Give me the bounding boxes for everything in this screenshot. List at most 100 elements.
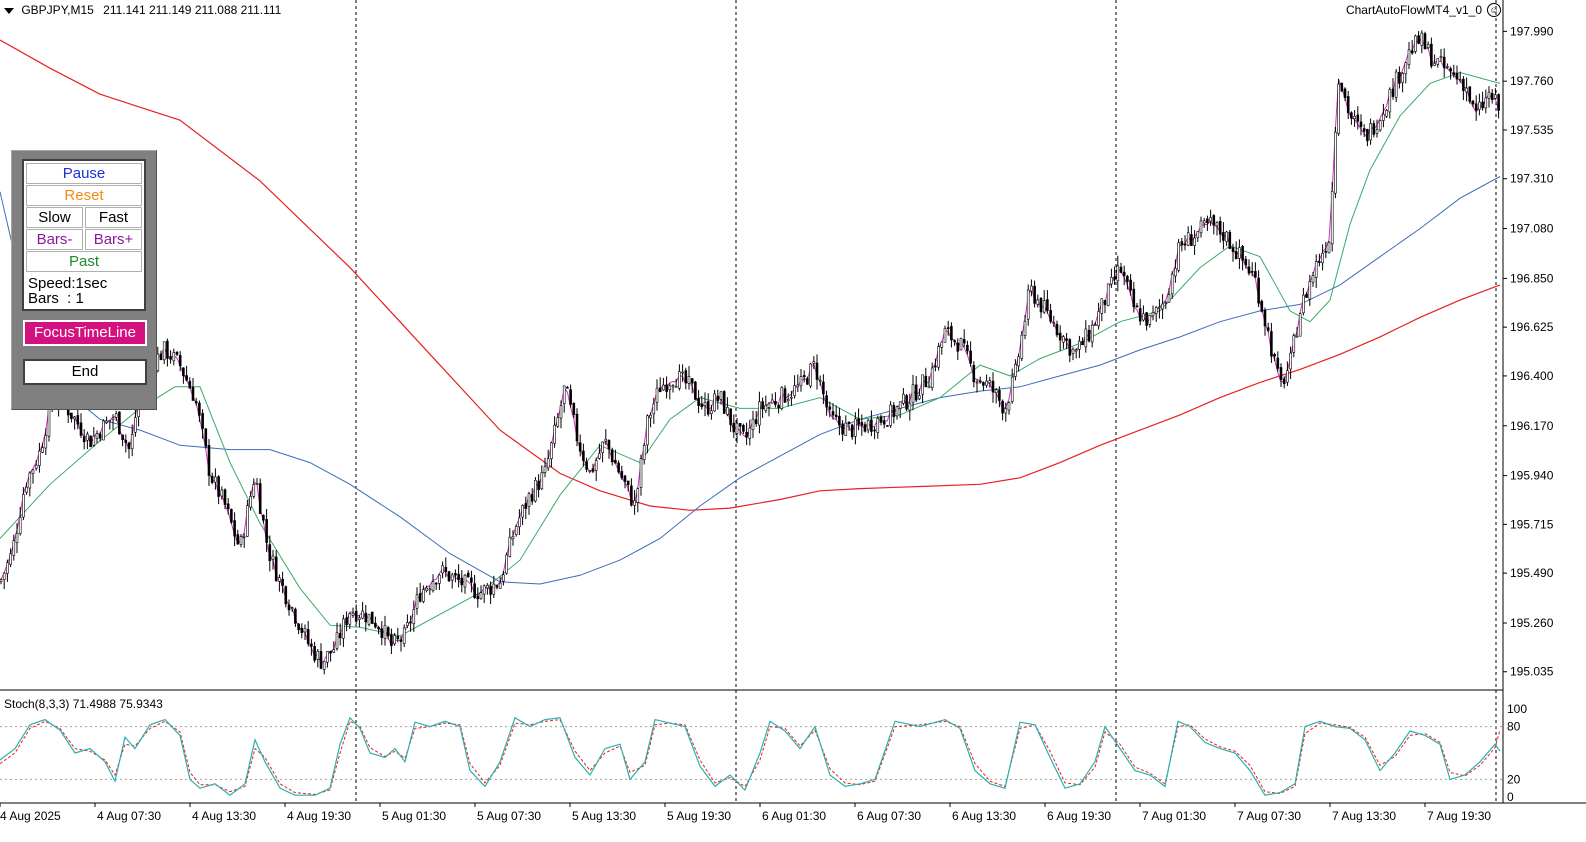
candle-body <box>866 419 870 431</box>
candle-body <box>1404 62 1408 75</box>
candle-body <box>1340 82 1344 92</box>
candle-body <box>470 577 473 583</box>
candle-body <box>1183 243 1187 246</box>
candle-body <box>1055 323 1059 336</box>
candle <box>703 392 707 417</box>
past-button[interactable]: Past <box>26 251 142 272</box>
candle <box>1458 71 1462 83</box>
candle-body <box>799 376 803 387</box>
candle-body <box>41 447 44 453</box>
bars-minus-button[interactable]: Bars- <box>26 229 83 250</box>
candle-body <box>511 536 515 540</box>
candle <box>665 376 668 399</box>
candle <box>1263 307 1267 336</box>
time-tick-label: 7 Aug 01:30 <box>1142 809 1206 823</box>
candle <box>364 605 368 632</box>
candle <box>1081 337 1084 346</box>
candle <box>1295 327 1299 338</box>
candle <box>537 474 540 498</box>
focus-time-line-button[interactable]: FocusTimeLine <box>23 320 147 346</box>
candle-body <box>678 371 681 389</box>
candle-body <box>1215 222 1219 227</box>
candle <box>393 633 396 646</box>
candle-body <box>550 442 553 459</box>
candle-body <box>201 413 204 429</box>
candle <box>1366 128 1369 147</box>
candle-body <box>962 338 966 344</box>
candle-body <box>1116 265 1120 282</box>
candle-body <box>1478 101 1481 110</box>
candle <box>470 570 473 593</box>
candle-body <box>588 470 592 472</box>
candle-body <box>575 413 579 442</box>
pause-button[interactable]: Pause <box>26 163 142 184</box>
candle <box>1439 49 1443 62</box>
candle-body <box>9 553 12 565</box>
end-button[interactable]: End <box>23 359 147 385</box>
bars-info: Bars : 1 <box>28 290 84 307</box>
grid-lines <box>0 0 1503 803</box>
candle-body <box>489 585 492 595</box>
candle-body <box>694 381 697 400</box>
candle-body <box>460 577 464 586</box>
candle <box>274 550 278 582</box>
price-tick-label: 197.990 <box>1510 24 1554 38</box>
candle-body <box>844 422 848 437</box>
candle <box>1084 320 1088 353</box>
candle-body <box>806 378 809 385</box>
candle-body <box>34 464 38 469</box>
candle-body <box>1180 241 1184 246</box>
candle-body <box>722 391 726 414</box>
dropdown-triangle-icon[interactable] <box>4 7 14 14</box>
candle-body <box>633 500 636 506</box>
candle-body <box>1302 294 1305 314</box>
candle-body <box>1225 231 1228 242</box>
candle <box>742 423 745 434</box>
candle <box>911 374 915 411</box>
bars-plus-button[interactable]: Bars+ <box>85 229 142 250</box>
candle-body <box>124 439 128 443</box>
price-tick-label: 195.715 <box>1510 517 1554 531</box>
candle-body <box>76 415 80 425</box>
control-button-group: Pause Reset Slow Fast Bars- Bars+ Past S… <box>22 159 146 311</box>
price-tick-label: 197.080 <box>1510 222 1554 236</box>
ea-smiley-icon[interactable]: ☺ <box>1487 3 1501 17</box>
candle-body <box>6 562 9 574</box>
candle <box>431 574 435 593</box>
candle-body <box>601 441 604 453</box>
candle <box>962 329 966 348</box>
candle <box>1234 241 1238 260</box>
candle <box>1417 31 1420 45</box>
candle-body <box>22 494 25 518</box>
price-tick-label: 197.535 <box>1510 123 1554 137</box>
slow-button[interactable]: Slow <box>26 207 83 228</box>
candle <box>76 409 80 430</box>
candle-body <box>25 486 28 493</box>
fast-button[interactable]: Fast <box>85 207 142 228</box>
reset-button[interactable]: Reset <box>26 185 142 206</box>
candle <box>1369 118 1372 145</box>
candle <box>521 504 524 525</box>
candle <box>1030 279 1033 297</box>
candle-body <box>908 403 912 411</box>
candle-body <box>1241 246 1244 261</box>
candle-body <box>847 421 851 425</box>
time-tick-label: 5 Aug 01:30 <box>382 809 446 823</box>
candle-body <box>1257 277 1260 304</box>
candle <box>1449 66 1452 80</box>
candle <box>566 386 569 389</box>
candle <box>582 443 585 467</box>
candle <box>217 475 220 505</box>
candle <box>492 575 496 598</box>
candle-body <box>0 579 3 582</box>
candle-body <box>297 623 300 630</box>
candle-body <box>956 342 960 352</box>
candle-body <box>978 380 982 383</box>
time-tick-label: 7 Aug 07:30 <box>1237 809 1301 823</box>
candle <box>1446 63 1449 69</box>
candle <box>201 409 204 439</box>
candle-body <box>706 401 710 415</box>
candle <box>617 460 620 474</box>
